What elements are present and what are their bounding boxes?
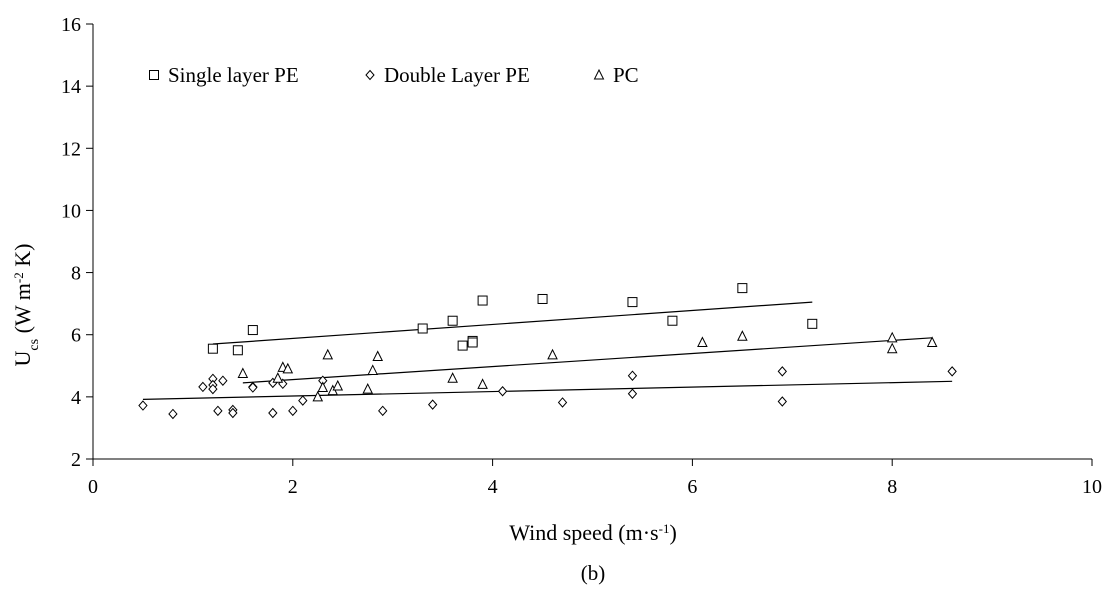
- double-layer-pe-point: [228, 407, 238, 419]
- pc-point: [272, 372, 284, 383]
- pc-point: [312, 390, 324, 402]
- double-layer-pe-point: [497, 386, 508, 397]
- double-layer-pe-point: [627, 388, 638, 400]
- figure-caption: (b): [581, 561, 606, 585]
- double-layer-pe-legend-label: Double Layer PE: [384, 63, 530, 87]
- pc-point: [477, 378, 488, 389]
- double-layer-pe-point: [198, 381, 208, 393]
- single-layer-pe-point: [667, 315, 678, 326]
- double-layer-pe-point: [138, 400, 148, 411]
- pc-point: [447, 372, 458, 383]
- x-tick-label: 8: [887, 476, 897, 498]
- pc-point: [332, 379, 344, 391]
- y-tick-label: 16: [61, 14, 81, 36]
- pc-trendline: [242, 337, 933, 384]
- pc-point: [886, 342, 898, 354]
- pc-point: [322, 348, 334, 360]
- y-tick-label: 14: [61, 76, 81, 98]
- double-layer-pe-point: [213, 405, 223, 417]
- y-tick-label: 6: [71, 325, 81, 347]
- legend: Single layer PE Double Layer PE PC: [149, 63, 639, 87]
- double-layer-pe-point: [168, 408, 178, 420]
- double-layer-pe-point: [218, 375, 228, 386]
- double-layer-pe-point: [777, 396, 787, 407]
- double-layer-pe-point: [288, 405, 298, 417]
- double-layer-pe-point: [947, 366, 957, 377]
- x-tick-label: 4: [488, 476, 498, 498]
- single-layer-pe-point: [537, 293, 548, 304]
- trendlines: [142, 301, 953, 400]
- single-layer-pe-point: [477, 295, 488, 306]
- y-tick-label: 10: [61, 200, 81, 222]
- double-layer-pe-point: [777, 366, 787, 377]
- double-layer-pe-point: [627, 370, 638, 381]
- pc-point: [317, 381, 329, 393]
- pc-point: [926, 336, 938, 347]
- single-layer-pe-trendline: [212, 301, 813, 345]
- data-points: [138, 283, 957, 420]
- pc-point: [362, 382, 374, 394]
- x-tick-label: 0: [88, 476, 98, 498]
- pc-legend-marker: [593, 68, 605, 80]
- y-tick-label: 2: [71, 449, 81, 471]
- pc-point: [282, 362, 294, 374]
- y-tick-label: 4: [71, 387, 81, 409]
- single-layer-pe-point: [447, 315, 458, 326]
- single-layer-pe-point: [807, 318, 818, 329]
- double-layer-pe-legend-marker: [365, 69, 375, 81]
- x-axis-title: Wind speed (m·s-1): [509, 520, 677, 545]
- pc-point: [886, 331, 898, 343]
- double-layer-pe-point: [268, 407, 278, 419]
- double-layer-pe-point: [248, 382, 258, 393]
- single-layer-pe-legend-label: Single layer PE: [168, 63, 299, 87]
- single-layer-pe-point: [737, 283, 748, 294]
- pc-point: [372, 350, 384, 361]
- pc-point: [237, 367, 249, 379]
- single-layer-pe-legend-marker: [149, 70, 159, 80]
- single-layer-pe-point: [627, 297, 638, 308]
- single-layer-pe-point: [232, 345, 243, 356]
- double-layer-pe-point: [557, 397, 568, 408]
- pc-legend-label: PC: [613, 63, 639, 87]
- pc-point: [367, 364, 379, 375]
- pc-point: [737, 330, 748, 341]
- single-layer-pe-point: [207, 343, 218, 354]
- single-layer-pe-point: [457, 340, 468, 351]
- y-axis-title: Ucs (W m-2 K): [10, 244, 42, 367]
- y-tick-label: 8: [71, 263, 81, 285]
- x-tick-label: 10: [1082, 476, 1102, 498]
- single-layer-pe-point: [467, 337, 478, 348]
- pc-point: [697, 336, 708, 347]
- x-tick-label: 6: [687, 476, 697, 498]
- y-tick-label: 12: [61, 138, 81, 160]
- single-layer-pe-point: [417, 323, 428, 334]
- double-layer-pe-point: [427, 399, 438, 410]
- double-layer-pe-trendline: [142, 380, 953, 400]
- double-layer-pe-point: [378, 405, 388, 417]
- pc-point: [547, 348, 558, 360]
- double-layer-pe-point: [208, 383, 218, 395]
- single-layer-pe-point: [247, 325, 258, 336]
- x-tick-label: 2: [288, 476, 298, 498]
- double-layer-pe-point: [298, 395, 308, 406]
